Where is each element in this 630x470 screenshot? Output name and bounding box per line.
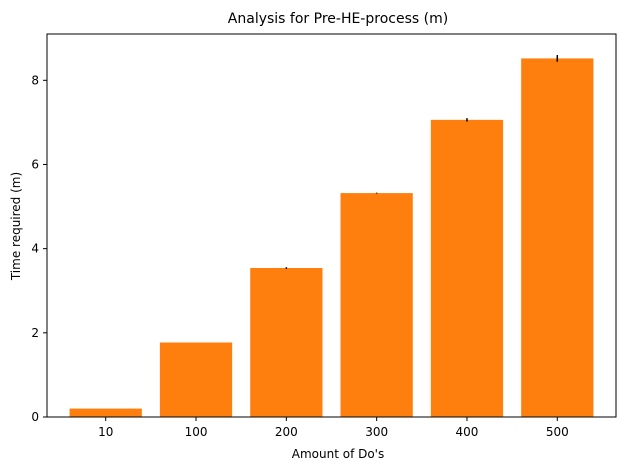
y-axis-label: Time required (m) [9,172,23,281]
x-axis: 10 100 200 300 400 500 [98,417,569,439]
bar-500 [521,58,594,418]
error-bars-group [285,55,559,269]
bar-100 [159,342,233,417]
x-tick-label-400: 400 [456,425,479,439]
bar-400 [430,119,504,417]
bars-group [69,58,594,418]
y-tick-label-2: 2 [31,326,39,340]
y-tick-label-0: 0 [31,410,39,424]
x-tick-label-100: 100 [185,425,208,439]
y-axis: 0 2 4 6 8 [31,73,47,424]
x-tick-label-300: 300 [365,425,388,439]
x-axis-label: Amount of Do's [292,447,384,461]
bar-10 [69,408,142,417]
chart-title: Analysis for Pre-HE-process (m) [228,11,448,27]
y-tick-label-8: 8 [31,73,39,87]
bar-200 [250,268,323,417]
x-tick-label-500: 500 [546,425,569,439]
plot-frame [46,33,617,418]
x-tick-label-10: 10 [98,425,113,439]
bar-300 [340,193,413,417]
y-tick-label-4: 4 [31,242,39,256]
y-tick-label-6: 6 [31,157,39,171]
x-tick-label-200: 200 [275,425,298,439]
